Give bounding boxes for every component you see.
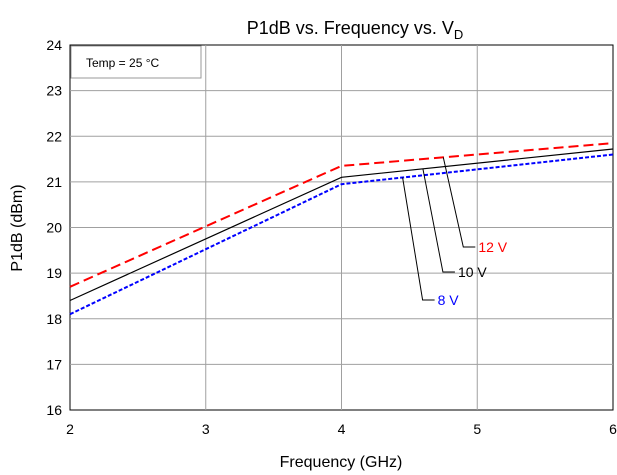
y-tick-label: 18 — [46, 311, 62, 327]
series-line-8v — [69, 153, 614, 316]
y-tick-label: 17 — [46, 356, 62, 372]
series-line-10v — [69, 148, 614, 302]
series-label: 12 V — [478, 239, 507, 255]
y-tick-label: 20 — [46, 220, 62, 236]
y-axis-title: P1dB (dBm) — [9, 184, 26, 271]
y-tick-label: 16 — [46, 402, 62, 418]
temperature-annotation: Temp = 25 °C — [86, 56, 160, 70]
x-axis-title: Frequency (GHz) — [280, 454, 403, 471]
grid-lines — [70, 45, 613, 410]
x-tick-label: 3 — [202, 421, 210, 437]
series-label: 10 V — [458, 264, 487, 280]
x-tick-label: 6 — [609, 421, 617, 437]
x-tick-label: 2 — [66, 421, 74, 437]
chart-title: P1dB vs. Frequency vs. VD — [247, 18, 463, 42]
series-leader-line — [402, 177, 435, 301]
series-line-12v — [69, 142, 614, 288]
y-tick-label: 21 — [46, 174, 62, 190]
y-tick-label: 22 — [46, 128, 62, 144]
y-tick-label: 24 — [46, 37, 62, 53]
series-layer — [69, 142, 614, 316]
y-tick-label: 23 — [46, 83, 62, 99]
x-tick-label: 5 — [473, 421, 481, 437]
x-tick-label: 4 — [338, 421, 346, 437]
y-tick-label: 19 — [46, 265, 62, 281]
annotation-box — [70, 45, 202, 79]
series-label: 8 V — [438, 292, 460, 308]
chart-title-subscript: D — [454, 27, 463, 42]
series-labels: 12 V 10 V 8 V — [402, 157, 508, 308]
series-leader-line — [442, 157, 476, 248]
series-leader-line — [422, 168, 455, 273]
